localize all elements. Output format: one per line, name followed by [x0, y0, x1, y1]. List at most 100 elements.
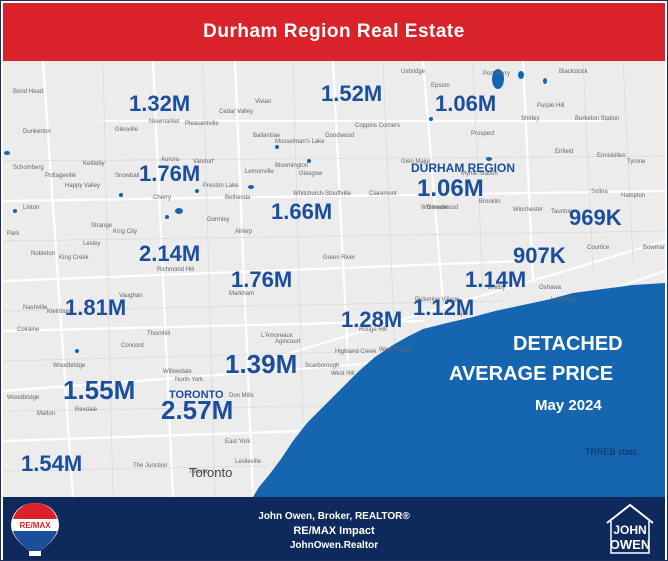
place-name-label: Vivian: [255, 99, 272, 105]
place-name-label: The Junction: [133, 463, 168, 469]
place-name-label: Musselman's Lake: [275, 139, 325, 145]
place-name-label: Nashville: [23, 305, 48, 311]
average-price-label: 1.66M: [271, 199, 333, 224]
place-name-label: Epsom: [431, 83, 450, 89]
average-price-label: 1.76M: [231, 267, 293, 292]
place-name-label: L'Amoreaux: [261, 333, 293, 339]
place-name-label: Vaughan: [119, 293, 143, 299]
region-label: DURHAM REGION: [411, 161, 515, 175]
place-name-label: Willowdale: [163, 369, 192, 375]
place-name-label: Purple Hill: [537, 103, 565, 109]
brokerage-name: RE/MAX Impact: [293, 525, 375, 537]
place-name-label: Richmond Hill: [157, 267, 195, 273]
place-name-label: Leslieville: [235, 459, 262, 465]
average-price-label: 1.81M: [65, 295, 127, 320]
website-link[interactable]: JohnOwen.Realtor: [289, 540, 379, 551]
place-name-label: Malton: [37, 411, 56, 417]
logo-line1: JOHN: [613, 523, 647, 537]
average-price-label: 1.12M: [413, 295, 475, 320]
place-name-label: Cedar Valley: [219, 109, 253, 115]
average-price-label: 1.06M: [435, 91, 497, 116]
place-name-label: Tyrone: [627, 159, 646, 165]
place-name-label: Taunton: [551, 209, 573, 215]
place-name-label: Schomberg: [13, 165, 44, 171]
agent-name: John Owen, Broker, REALTOR®: [258, 511, 410, 522]
place-name-label: Brooklin: [479, 199, 501, 205]
average-price-label: 1.76M: [139, 161, 201, 186]
city-label: TORONTO: [169, 389, 224, 401]
map-area: Bond Head Newmarket Pleasantville Cedar Val…: [3, 61, 665, 497]
place-name-label: Don Mills: [229, 393, 254, 399]
place-name-label: Solina: [591, 189, 608, 195]
place-name-label: King Creek: [59, 255, 89, 261]
place-name-label: Highland Creek: [335, 349, 377, 355]
average-price-label: 1.32M: [129, 91, 191, 116]
average-price-label: 1.28M: [341, 307, 403, 332]
place-name-label: Rexdale: [75, 407, 98, 413]
logo-line2: OWEN: [609, 537, 651, 552]
place-name-label: Whitby: [487, 285, 506, 291]
place-name-label: Uxbridge: [401, 69, 426, 75]
panel-title-line1: DETACHED: [513, 333, 623, 355]
place-name-label: Kettleby: [83, 161, 105, 167]
remax-logo-text: RE/MAX: [19, 521, 51, 530]
place-name-label: Whitevale: [421, 205, 448, 211]
place-name-label: Glasgow: [299, 171, 323, 177]
average-price-label: 1.39M: [225, 349, 298, 379]
title-banner: Durham Region Real Estate: [3, 3, 665, 61]
place-name-label: Bowmanville: [643, 245, 665, 251]
place-name-label: Cherry: [153, 195, 172, 201]
place-name-label: Ballantrae: [253, 133, 281, 139]
john-owen-logo: JOHN OWEN: [603, 501, 657, 555]
page-title: Durham Region Real Estate: [203, 21, 465, 42]
place-name-label: Prospect: [471, 131, 495, 137]
footer-bar: RE/MAX John Owen, Broker, REALTOR® RE/MA…: [3, 497, 665, 560]
place-name-label: Gormley: [207, 217, 230, 223]
place-name-label: Preston Lake: [203, 183, 239, 189]
place-name-label: Toronto: [189, 469, 210, 475]
place-name-label: Woodbridge: [7, 395, 40, 401]
place-name-label: Newmarket: [149, 119, 180, 125]
panel-date: May 2024: [535, 397, 602, 414]
average-price-label: 1.52M: [321, 81, 383, 106]
average-price-label: 1.14M: [465, 267, 527, 292]
remax-balloon-logo: RE/MAX: [11, 503, 59, 556]
place-name-label: Glenville: [115, 127, 139, 133]
minor-roads: [3, 61, 665, 497]
place-name-label: Bethesda: [225, 195, 251, 201]
place-name-label: Hampton: [621, 193, 646, 199]
place-name-label: Courtice: [587, 245, 610, 251]
road-network: [3, 61, 665, 497]
place-name-label: Port Perry: [483, 71, 511, 77]
house-outline-icon: [606, 503, 654, 554]
place-name-label: Lesley: [83, 241, 101, 247]
place-name-label: Enfield: [555, 149, 574, 155]
place-name-label: Myrtle Station: [461, 171, 498, 177]
place-name-label: Green River: [323, 255, 356, 261]
place-name-label: North York: [175, 377, 204, 383]
toronto-place-label: Toronto: [189, 465, 233, 480]
place-name-label: Winchester: [513, 207, 544, 213]
place-name-label: Coppins Corners: [355, 123, 401, 129]
place-name-label: Scarborough: [305, 363, 340, 369]
place-name-label: Aurora: [161, 157, 180, 163]
place-name-label: King City: [113, 229, 138, 235]
place-name-label: Rouge Hill: [359, 327, 387, 333]
place-name-label: Pleasantville: [185, 121, 219, 127]
place-name-label: Agincourt: [275, 339, 301, 345]
place-name-label: Bond Head: [13, 89, 44, 95]
place-name-label: Colraine: [17, 327, 40, 333]
place-name-label: Blackstock: [559, 69, 588, 75]
place-name-label: Pottageville: [45, 173, 77, 179]
place-name-label: West Rouge: [379, 347, 412, 353]
average-price-label: 907K: [513, 243, 566, 268]
place-name-label: Happy Valley: [65, 183, 100, 189]
place-name-label: Nobleton: [31, 251, 56, 257]
place-name-label: Ajax: [457, 311, 469, 317]
place-name-label: West Hill: [331, 371, 355, 377]
place-name-label: Lemonville: [245, 169, 274, 175]
place-name-label: Enniskillen: [597, 153, 626, 159]
average-price-label: 2.57M: [161, 395, 234, 425]
place-name-label: Strange: [91, 223, 113, 229]
